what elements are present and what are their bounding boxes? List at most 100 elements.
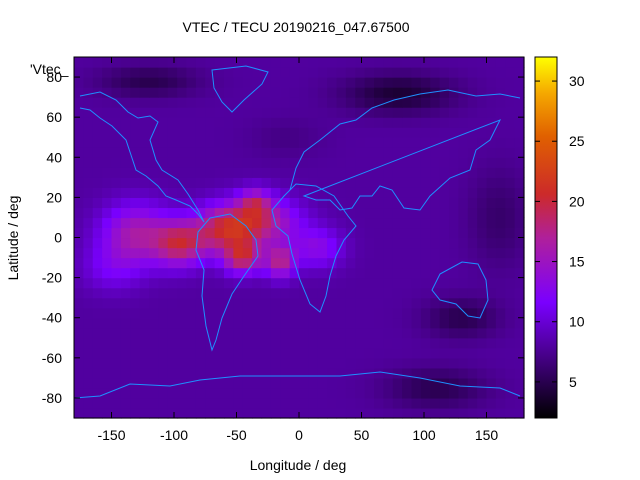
heatmap-cell [139, 387, 150, 399]
heatmap-cell [299, 237, 309, 249]
x-axis: -150 -100 -50 0 50 100 150 [97, 57, 498, 443]
heatmap-cell [224, 197, 234, 209]
heatmap-cell [177, 147, 188, 158]
heatmap-cell [186, 337, 197, 349]
heatmap-cell [383, 157, 394, 168]
heatmap-cell [458, 177, 469, 188]
heatmap-cell [167, 87, 178, 98]
heatmap-cell [233, 217, 244, 229]
heatmap-cell [139, 287, 150, 299]
heatmap-cell [317, 97, 328, 108]
heatmap-cell [430, 217, 441, 229]
heatmap-cell [420, 147, 431, 158]
heatmap-cell [83, 107, 94, 118]
heatmap-cell [261, 57, 272, 68]
heatmap-cell [139, 347, 150, 359]
heatmap-cell [149, 227, 159, 239]
heatmap-cell [317, 237, 328, 249]
heatmap-cell [327, 207, 338, 219]
heatmap-cell [514, 197, 525, 209]
heatmap-cell [92, 127, 103, 138]
heatmap-cell [486, 367, 497, 379]
heatmap-cell [467, 197, 478, 209]
heatmap-cell [102, 367, 113, 379]
heatmap-cell [280, 117, 291, 128]
heatmap-cell [92, 257, 103, 269]
heatmap-cell [130, 277, 141, 289]
heatmap-cell [458, 197, 469, 209]
heatmap-cell [195, 197, 206, 209]
heatmap-cell [308, 277, 319, 289]
heatmap-cell [411, 337, 422, 349]
heatmap-cell [242, 187, 253, 198]
heatmap-cell [167, 277, 178, 289]
heatmap-cell [449, 257, 459, 269]
heatmap-cell [289, 67, 300, 78]
heatmap-cell [280, 127, 291, 138]
heatmap-cell [102, 157, 113, 168]
heatmap-cell [505, 137, 516, 148]
heatmap-cell [289, 217, 300, 229]
heatmap-cell [102, 267, 113, 279]
heatmap-cell [177, 137, 188, 148]
heatmap-cell [158, 87, 169, 98]
coastline-south-america [195, 213, 259, 352]
heatmap-cell [374, 107, 384, 118]
coastlines [73, 65, 521, 399]
heatmap-cell [252, 277, 263, 289]
heatmap-cell [224, 177, 234, 188]
heatmap-cell [158, 217, 169, 229]
heatmap-cell [130, 267, 141, 279]
heatmap-cell [420, 157, 431, 168]
heatmap-cell [102, 107, 113, 118]
heatmap-cell [514, 327, 525, 339]
heatmap-cell [458, 267, 469, 279]
heatmap-cell [402, 377, 413, 389]
heatmap-cell [514, 157, 525, 168]
heatmap-cell [111, 87, 122, 98]
heatmap-cell [495, 197, 506, 209]
heatmap-cell [392, 137, 403, 148]
heatmap-cell [224, 217, 234, 229]
heatmap-cell [477, 157, 488, 168]
heatmap-cell [467, 57, 478, 68]
heatmap-cell [149, 167, 159, 178]
heatmap-cell [111, 357, 122, 369]
heatmap-cell [430, 317, 441, 329]
heatmap-cell [139, 307, 150, 319]
heatmap-cell [177, 327, 188, 339]
heatmap-cell [289, 97, 300, 108]
heatmap-cell [505, 307, 516, 319]
heatmap-cell [233, 167, 244, 178]
heatmap-cell [74, 97, 84, 108]
heatmap-cell [420, 317, 431, 329]
heatmap-cell [74, 307, 84, 319]
heatmap-cell [242, 157, 253, 168]
heatmap-cell [327, 287, 338, 299]
heatmap-cell [299, 357, 309, 369]
heatmap-cell [317, 67, 328, 78]
heatmap-cell [242, 237, 253, 249]
heatmap-cell [402, 127, 413, 138]
heatmap-cell [205, 57, 216, 68]
heatmap-cell [92, 377, 103, 389]
heatmap-cell [355, 147, 366, 158]
heatmap-cell [317, 127, 328, 138]
heatmap-cell [242, 297, 253, 309]
heatmap-cell [327, 367, 338, 379]
heatmap-cell [289, 367, 300, 379]
heatmap-cell [74, 157, 84, 168]
heatmap-cell [355, 117, 366, 128]
heatmap-cell [195, 277, 206, 289]
heatmap-cell [402, 157, 413, 168]
heatmap-cell [383, 317, 394, 329]
heatmap-cell [505, 397, 516, 409]
heatmap-cell [495, 367, 506, 379]
heatmap-cell [505, 167, 516, 178]
heatmap-cell [317, 367, 328, 379]
heatmap-cell [186, 67, 197, 78]
heatmap-cell [158, 377, 169, 389]
heatmap-cell [449, 187, 459, 198]
heatmap-cell [270, 267, 281, 279]
heatmap-cell [261, 277, 272, 289]
